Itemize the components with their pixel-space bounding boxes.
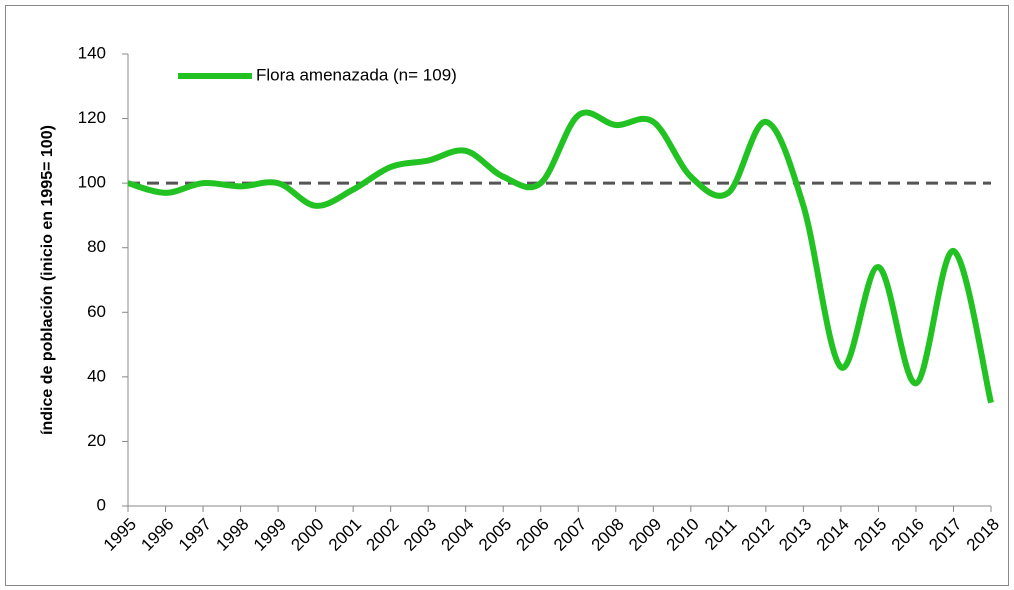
y-tick-label: 0: [97, 495, 106, 514]
y-tick-label: 20: [87, 431, 106, 450]
chart-border: [5, 5, 1009, 586]
y-tick-label: 60: [87, 302, 106, 321]
y-tick-label: 80: [87, 237, 106, 256]
y-tick-label: 140: [78, 43, 106, 62]
y-tick-label: 40: [87, 366, 106, 385]
y-tick-label: 100: [78, 173, 106, 192]
data-line: [127, 109, 994, 404]
y-tick-label: 120: [78, 108, 106, 127]
legend-label: Flora amenazada (n= 109): [256, 65, 457, 84]
y-axis-title: índice de población (inicio en 1995= 100…: [39, 125, 56, 435]
